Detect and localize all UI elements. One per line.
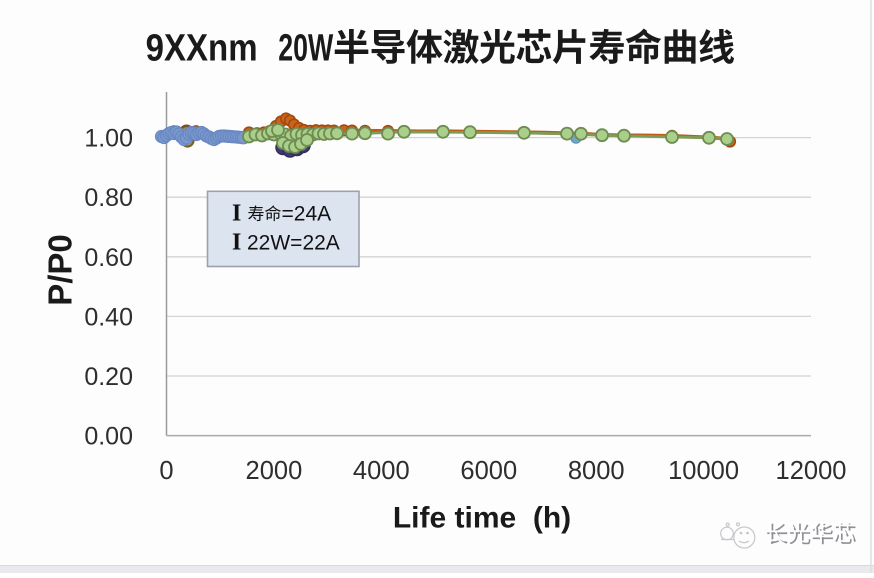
svg-text:1.00: 1.00 xyxy=(84,125,133,153)
svg-text:P/P0: P/P0 xyxy=(42,234,79,306)
svg-text:=24A: =24A xyxy=(282,202,332,225)
svg-text:I: I xyxy=(232,200,241,226)
svg-text:4000: 4000 xyxy=(353,457,410,485)
svg-text:8000: 8000 xyxy=(568,457,625,485)
svg-text:12000: 12000 xyxy=(776,457,847,485)
svg-text:0.60: 0.60 xyxy=(84,244,133,272)
svg-text:0: 0 xyxy=(159,457,173,485)
svg-text:6000: 6000 xyxy=(460,457,517,485)
svg-text:9XXnm: 9XXnm xyxy=(146,28,258,69)
svg-text:0.20: 0.20 xyxy=(84,363,133,391)
svg-text:10000: 10000 xyxy=(668,457,739,485)
svg-text:I: I xyxy=(232,229,241,255)
svg-text:0.80: 0.80 xyxy=(84,184,133,212)
svg-text:0.00: 0.00 xyxy=(84,423,133,451)
svg-text:Life time (h): Life time (h) xyxy=(393,502,571,535)
svg-text:20W: 20W xyxy=(278,28,333,69)
svg-text:2000: 2000 xyxy=(246,457,303,485)
svg-text:0.40: 0.40 xyxy=(84,303,133,331)
svg-text:22W=22A: 22W=22A xyxy=(247,231,340,254)
